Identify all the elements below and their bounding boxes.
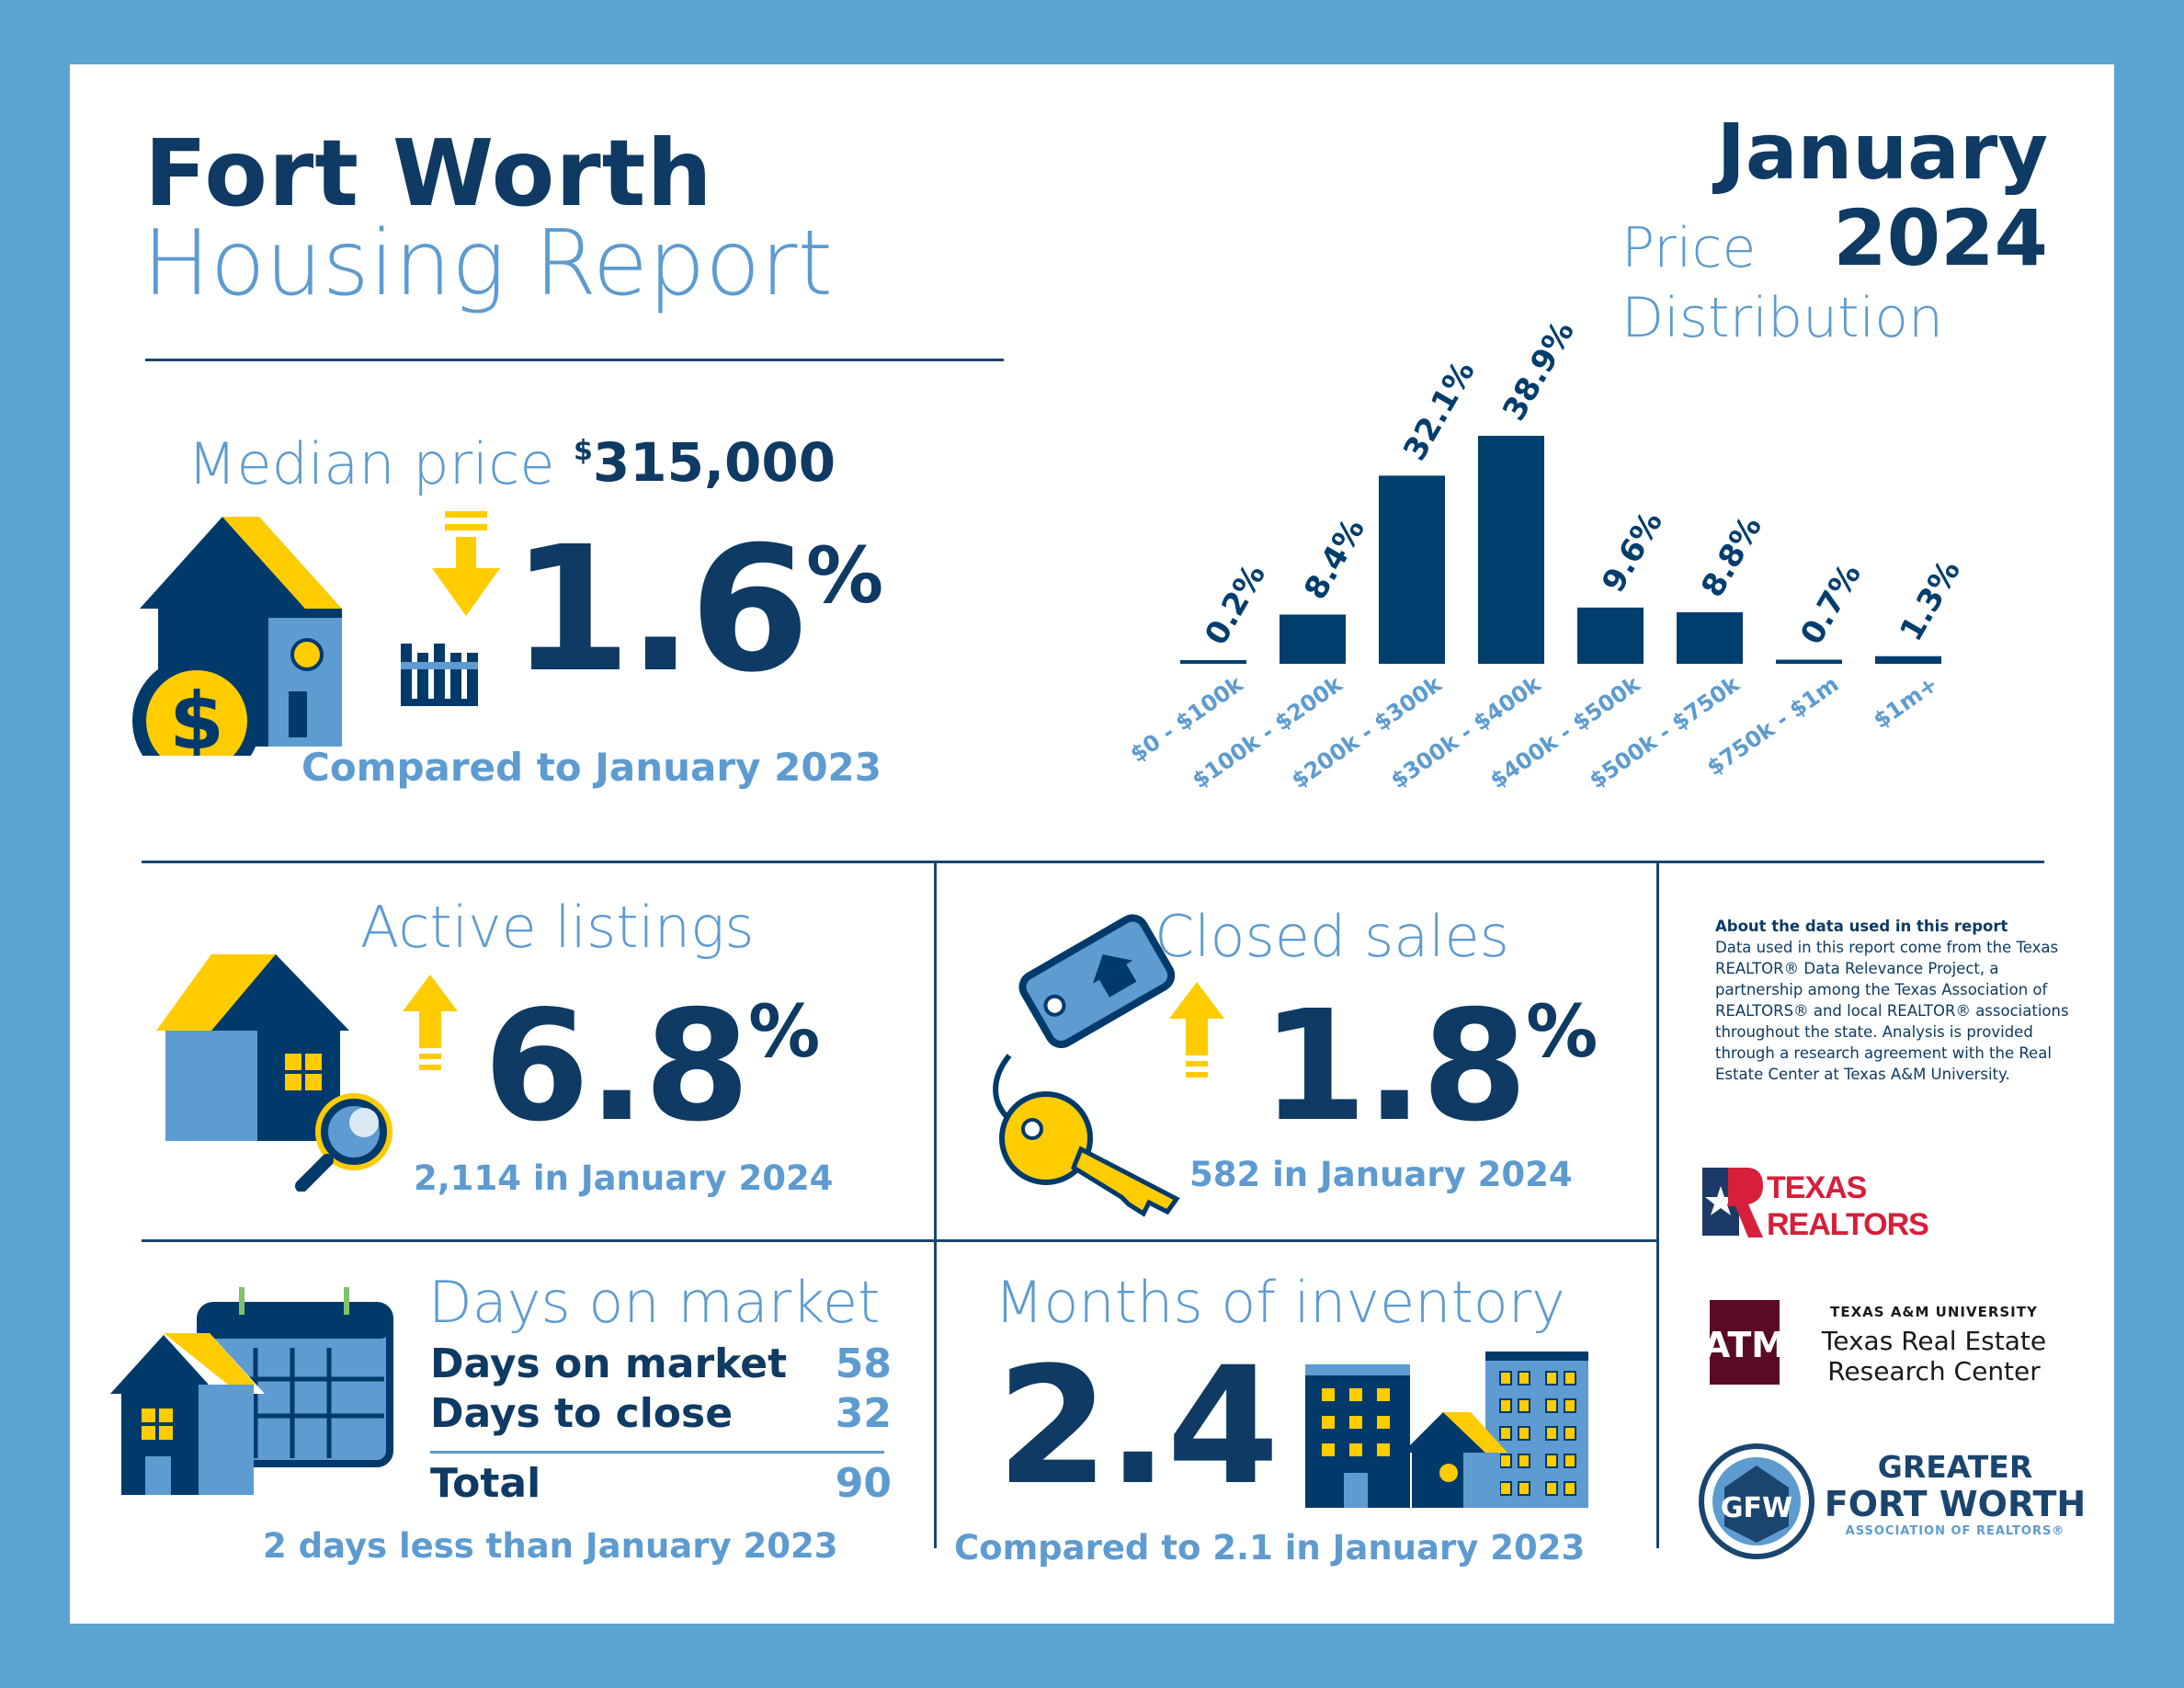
title-city: Fort Worth bbox=[144, 120, 713, 227]
median-price-label: Median price bbox=[188, 430, 555, 497]
column-divider-1 bbox=[934, 862, 937, 1548]
dom-row-value: 32 bbox=[835, 1390, 892, 1437]
price-bar-data-label: 8.4% bbox=[1297, 512, 1372, 606]
column-divider-2 bbox=[1656, 862, 1659, 1548]
price-bar-data-label: 9.6% bbox=[1595, 506, 1670, 599]
texas-am-logo: TEXAS A&M UNIVERSITY Texas Real Estate R… bbox=[1796, 1304, 2072, 1386]
gfw-line3: ASSOCIATION OF REALTORS® bbox=[1845, 1524, 2065, 1538]
texas-realtors-logo: TEXAS REALTORS bbox=[1767, 1169, 1929, 1243]
svg-text:ATM: ATM bbox=[1710, 1325, 1780, 1365]
dom-total-label: Total bbox=[430, 1460, 541, 1507]
pd-title-line1: Price bbox=[1621, 216, 1757, 280]
svg-text:GFW: GFW bbox=[1721, 1492, 1792, 1524]
gfw-logo: GREATER FORT WORTH ASSOCIATION OF REALTO… bbox=[1822, 1449, 2088, 1539]
active-listings-caption: 2,114 in January 2024 bbox=[414, 1158, 834, 1198]
dom-total-divider bbox=[430, 1451, 884, 1454]
months-inventory-value: 2.4 bbox=[996, 1332, 1280, 1521]
active-listings-change: 6.8% bbox=[483, 991, 820, 1144]
dom-row-label: Days on market bbox=[430, 1340, 788, 1387]
price-bar-data-label: 0.7% bbox=[1793, 557, 1869, 651]
price-bar bbox=[1180, 660, 1246, 664]
price-bar-data-label: 32.1% bbox=[1396, 355, 1483, 467]
tamu-line1: Texas Real Estate bbox=[1821, 1326, 2047, 1356]
gfw-line2: FORT WORTH bbox=[1824, 1484, 2087, 1524]
gfw-line1: GREATER bbox=[1877, 1449, 2033, 1485]
section-divider-top bbox=[142, 861, 2044, 863]
closed-sales-change: 1.8% bbox=[1261, 991, 1598, 1144]
dom-row-total: Total 90 bbox=[430, 1460, 892, 1507]
title-report: Housing Report bbox=[142, 211, 833, 316]
median-change-percent: % bbox=[806, 530, 884, 621]
tamu-line2: Research Center bbox=[1827, 1356, 2041, 1386]
dom-row-days-on-market: Days on market 58 bbox=[430, 1340, 892, 1387]
arrow-down-icon bbox=[432, 511, 500, 616]
arrow-up-icon bbox=[1169, 982, 1224, 1078]
title-divider bbox=[145, 359, 1004, 361]
texas-realtors-line1: TEXAS bbox=[1767, 1170, 1867, 1205]
price-bar-data-label: 0.2% bbox=[1198, 558, 1273, 652]
price-bar bbox=[1875, 656, 1941, 664]
months-inventory-caption: Compared to 2.1 in January 2023 bbox=[954, 1528, 1586, 1568]
price-bar-data-label: 8.8% bbox=[1694, 510, 1769, 604]
price-bar-data-label: 1.3% bbox=[1893, 554, 1968, 648]
report-month: January bbox=[1716, 107, 2048, 197]
closed-sales-percent: % bbox=[1526, 991, 1598, 1074]
report-year: 2024 bbox=[1833, 193, 2048, 283]
gfw-logo-icon: GFW bbox=[1699, 1443, 1814, 1559]
price-bar bbox=[1478, 436, 1544, 664]
price-distribution-title: Price Distribution bbox=[1621, 213, 1943, 353]
active-listings-label: Active listings bbox=[360, 894, 755, 961]
tamu-small: TEXAS A&M UNIVERSITY bbox=[1830, 1304, 2038, 1320]
price-bar bbox=[1577, 607, 1644, 664]
svg-text:$: $ bbox=[169, 676, 224, 756]
active-listings-number: 6.8 bbox=[483, 978, 750, 1156]
closed-sales-label: Closed sales bbox=[1155, 903, 1509, 970]
median-price-value: $315,000 bbox=[574, 436, 836, 489]
price-bar bbox=[1776, 659, 1842, 664]
price-bar-data-label: 38.9% bbox=[1496, 314, 1582, 427]
buildings-icon bbox=[1305, 1352, 1588, 1508]
closed-sales-caption: 582 in January 2024 bbox=[1189, 1155, 1573, 1194]
about-body: Data used in this report come from the T… bbox=[1715, 939, 2069, 1083]
report-date: January 2024 bbox=[1717, 108, 2048, 281]
pd-title-line2: Distribution bbox=[1621, 286, 1944, 350]
active-listings-percent: % bbox=[748, 991, 821, 1074]
median-caption: Compared to January 2023 bbox=[301, 745, 882, 790]
price-bar bbox=[1379, 475, 1445, 664]
calendar-house-icon bbox=[108, 1287, 393, 1495]
texas-am-logo-icon: ATM bbox=[1710, 1300, 1780, 1385]
about-heading: About the data used in this report bbox=[1715, 918, 2008, 935]
median-change: 1.6% bbox=[511, 524, 883, 697]
dom-row-value: 58 bbox=[835, 1340, 892, 1387]
median-price-number: 315,000 bbox=[592, 431, 836, 494]
price-bar bbox=[1280, 614, 1346, 664]
dom-total-value: 90 bbox=[835, 1460, 892, 1507]
house-dollar-icon: $ bbox=[132, 517, 342, 756]
key-tag-icon bbox=[993, 914, 1180, 1217]
section-divider-middle bbox=[142, 1239, 1658, 1242]
fence-icon bbox=[401, 644, 478, 706]
texas-realtors-logo-icon bbox=[1702, 1168, 1763, 1237]
dom-row-days-to-close: Days to close 32 bbox=[430, 1390, 892, 1437]
about-data: About the data used in this report Data … bbox=[1715, 916, 2074, 1085]
arrow-up-icon bbox=[403, 975, 458, 1070]
days-on-market-caption: 2 days less than January 2023 bbox=[263, 1526, 838, 1566]
closed-sales-number: 1.8 bbox=[1261, 978, 1528, 1156]
house-search-icon bbox=[156, 954, 392, 1192]
months-inventory-label: Months of inventory bbox=[995, 1269, 1565, 1336]
dom-row-label: Days to close bbox=[430, 1390, 734, 1437]
price-category-label: $1m+ bbox=[1869, 671, 1942, 734]
median-change-number: 1.6 bbox=[511, 509, 810, 711]
price-bar bbox=[1677, 611, 1743, 664]
texas-realtors-line2: REALTORS bbox=[1767, 1207, 1929, 1242]
report-card: Fort Worth Housing Report January 2024 P… bbox=[70, 64, 2114, 1624]
days-on-market-label: Days on market bbox=[428, 1269, 881, 1336]
currency-symbol: $ bbox=[574, 435, 593, 467]
